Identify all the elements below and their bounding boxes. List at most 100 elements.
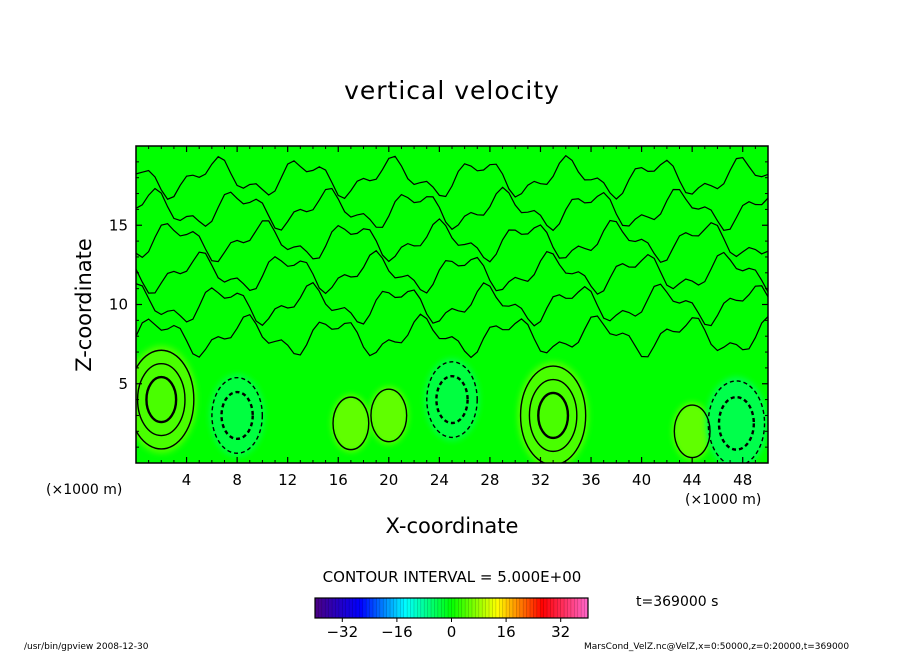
colorbar-segment [345,598,350,618]
colorbar-segment [321,598,326,618]
colorbar-segment [366,598,371,618]
contour-line [145,375,178,424]
colorbar-segment [526,598,531,618]
colorbar-tick-label: 0 [447,623,457,641]
field-blob [209,374,265,457]
colorbar-segment [407,598,412,618]
colorbar-segment [393,598,398,618]
colorbar-segment [540,598,545,618]
colorbar-segment [448,598,452,618]
colorbar-segment [390,598,394,618]
colorbar-segment [574,598,579,618]
y-tick-label: 5 [118,375,128,393]
x-tick-label: 28 [480,471,499,489]
x-tick-label: 44 [683,471,702,489]
colorbar-segment [315,598,319,618]
field-blob [331,394,371,453]
colorbar-segment [328,598,333,618]
colorbar-segment [335,598,340,618]
colorbar-segment [461,598,466,618]
x-axis-label: X-coordinate [385,514,519,538]
colorbar-segment [482,598,487,618]
x-tick-label: 16 [329,471,348,489]
colorbar-tick-label: 16 [497,623,516,641]
colorbar-segment [468,598,473,618]
field-blob [705,376,768,463]
colorbar-segment [502,598,507,618]
colorbar-segment [533,598,538,618]
field-blob [672,402,712,461]
colorbar-segment [325,598,330,618]
colorbar-segment [413,598,418,618]
colorbar-segment [373,598,377,618]
colorbar-segment [564,598,569,618]
colorbar-segment [342,598,347,618]
colorbar-segment [338,598,343,618]
colorbar-segment [550,598,555,618]
x-tick-label: 8 [232,471,242,489]
zero-contour-line [136,281,768,327]
colorbar-segment [489,598,493,618]
colorbar-segment [420,598,425,618]
colorbar-segment [362,598,367,618]
colorbar-segment [485,598,490,618]
colorbar-segment [376,598,381,618]
colorbar-segment [400,598,405,618]
colorbar-segment [492,598,497,618]
time-label: t=369000 s [636,594,719,610]
colorbar-segment [359,598,364,618]
colorbar-segment [454,598,459,618]
colorbar-segment [437,598,442,618]
colorbar-segment [383,598,388,618]
x-unit-label-right: (×1000 m) [685,492,762,508]
zero-contour-line [136,186,768,232]
colorbar-segment [499,598,504,618]
contour-line [426,361,478,439]
y-axis-label: Z-coordinate [72,238,96,372]
colorbar-tick-label: −32 [326,623,358,641]
y-tick-label: 10 [109,296,128,314]
colorbar-segment [417,598,422,618]
colorbar-segment [523,598,528,618]
colorbar-segment [475,598,480,618]
contour-line [528,378,578,453]
x-tick-label: 4 [182,471,192,489]
colorbar-segment [441,598,446,618]
colorbar-segment [471,598,476,618]
colorbar-segment [560,598,565,618]
colorbar-segment [355,598,360,618]
colorbar-segment [557,598,562,618]
field-blob [136,345,197,454]
field-blob [424,358,480,441]
colorbar-segment [349,598,354,618]
contour-line [136,349,195,450]
colorbar-segment [427,598,432,618]
colorbar-segment [577,598,582,618]
contour-line [435,375,469,425]
colorbar-segment [536,598,541,618]
footer-data-source: MarsCond_VelZ.nc@VelZ,x=0:50000,z=0:2000… [584,642,850,652]
colorbar-tick-label: −16 [381,623,413,641]
contour-interval-text: CONTOUR INTERVAL = 5.000E+00 [322,568,582,586]
x-tick-label: 32 [531,471,550,489]
contour-line [537,391,570,440]
zero-contour-line [136,249,768,295]
contour-line [519,365,587,463]
colorbar-segment [318,598,323,618]
colorbar-segment [584,598,589,618]
contour-line [717,395,756,451]
colorbar-segment [495,598,500,618]
zero-contour-line [136,154,768,200]
colorbar-segment [506,598,511,618]
footer-program-date: /usr/bin/gpview 2008-12-30 [24,642,149,652]
colorbar-segment [547,598,551,618]
x-tick-label: 40 [632,471,651,489]
colorbar-segment [567,598,572,618]
field-blob [517,361,589,463]
field-blob [369,386,409,445]
x-tick-label: 12 [278,471,297,489]
colorbar-segment [386,598,391,618]
y-tick-label: 15 [109,216,128,234]
zero-contour-line [136,313,768,359]
x-tick-label: 20 [379,471,398,489]
